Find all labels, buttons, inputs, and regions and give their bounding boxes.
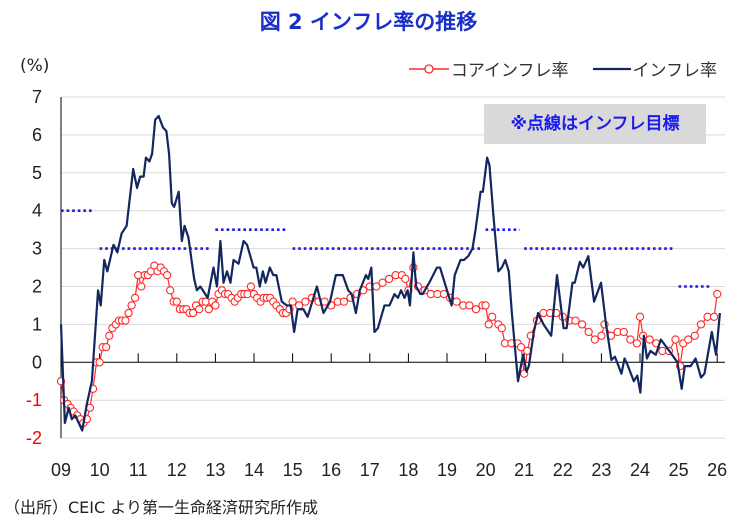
legend-item-headline: インフレ率 (591, 56, 718, 81)
core-inflation-point (577, 320, 587, 329)
core-inflation-point (626, 335, 635, 344)
core-inflation-point (378, 278, 387, 287)
core-inflation-point (584, 327, 593, 337)
core-inflation-point (465, 301, 474, 310)
core-inflation-point (195, 305, 204, 314)
x-tick-label: 19 (437, 460, 457, 480)
x-tick-label: 17 (360, 460, 380, 480)
core-inflation-point (690, 331, 699, 340)
core-inflation-point (339, 297, 349, 306)
x-tick-label: 21 (514, 460, 534, 480)
legend: コアインフレ率 インフレ率 (385, 56, 717, 81)
core-inflation-point (137, 282, 146, 291)
core-inflation-point (188, 308, 198, 318)
legend-item-core: コアインフレ率 (407, 56, 569, 81)
y-tick-label: 4 (32, 201, 42, 221)
x-tick-label: 12 (167, 460, 187, 480)
core-inflation-point (204, 305, 213, 314)
core-inflation-point (635, 312, 645, 321)
core-inflation-line (60, 264, 718, 424)
core-inflation-point (516, 342, 526, 352)
core-inflation-point (696, 320, 706, 329)
core-inflation-point (288, 297, 297, 306)
core-inflation-point (671, 335, 680, 344)
y-tick-label: 2 (32, 277, 42, 297)
y-tick-label: 7 (32, 87, 42, 107)
core-inflation-point (384, 274, 394, 284)
core-inflation-point (95, 358, 104, 367)
core-inflation-point (162, 270, 172, 280)
x-tick-label: 25 (669, 460, 689, 480)
x-tick-label: 14 (244, 460, 264, 480)
y-tick-label: 3 (32, 239, 42, 259)
core-inflation-point (166, 286, 175, 295)
core-inflation-point (645, 335, 654, 344)
core-inflation-point (452, 297, 461, 306)
core-inflation-point (684, 335, 693, 344)
core-inflation-point (105, 331, 114, 340)
legend-label-core: コアインフレ率 (450, 61, 569, 81)
x-tick-label: 15 (283, 460, 303, 480)
y-axis-unit-label: (%) (20, 56, 50, 76)
core-inflation-point (301, 297, 310, 306)
core-inflation-point (172, 297, 181, 306)
y-tick-label: -1 (26, 390, 42, 410)
annotation-box: ※点線はインフレ目標 (484, 104, 706, 144)
core-inflation-point (632, 339, 642, 348)
y-tick-label: 0 (32, 352, 42, 372)
y-tick-label: 5 (32, 163, 42, 183)
core-inflation-point (401, 274, 410, 284)
core-inflation-point (713, 289, 722, 299)
x-tick-label: 09 (51, 460, 71, 480)
core-inflation-point (497, 324, 506, 333)
core-inflation-point (121, 316, 130, 325)
core-inflation-point (211, 301, 220, 310)
x-tick-label: 16 (321, 460, 341, 480)
core-inflation-point (590, 335, 599, 344)
chart-title: 図 2 インフレ率の推移 (259, 10, 478, 34)
core-inflation-point (488, 312, 497, 321)
x-tick-label: 11 (129, 460, 148, 480)
core-inflation-point (124, 308, 133, 318)
y-tick-label: 1 (32, 314, 42, 334)
x-tick-label: 18 (398, 460, 418, 480)
core-inflation-point (484, 320, 493, 329)
x-tick-label: 22 (553, 460, 573, 480)
source-note: （出所）CEIC より第一生命経済研究所作成 (4, 498, 318, 517)
x-tick-label: 20 (476, 460, 496, 480)
core-inflation-point (246, 282, 256, 291)
legend-label-headline: インフレ率 (632, 61, 718, 81)
x-tick-label: 23 (591, 460, 611, 480)
core-inflation-point (571, 316, 580, 325)
core-inflation-point (481, 301, 490, 310)
legend-marker-core (408, 63, 449, 74)
core-inflation-point (130, 293, 140, 303)
core-inflation-point (597, 331, 606, 340)
y-tick-label: -2 (26, 428, 42, 448)
x-tick-label: 24 (630, 460, 650, 480)
headline-inflation-line (59, 114, 721, 432)
legend-marker-headline (592, 67, 631, 70)
x-tick-label: 10 (90, 460, 110, 480)
core-inflation-point (709, 312, 719, 321)
x-tick-label: 26 (707, 460, 727, 480)
core-inflation-point (619, 327, 628, 337)
x-tick-label: 13 (205, 460, 225, 480)
y-tick-label: 6 (32, 125, 42, 145)
core-inflation-point (127, 301, 136, 310)
core-inflation-point (471, 305, 481, 314)
core-inflation-point (102, 342, 111, 352)
